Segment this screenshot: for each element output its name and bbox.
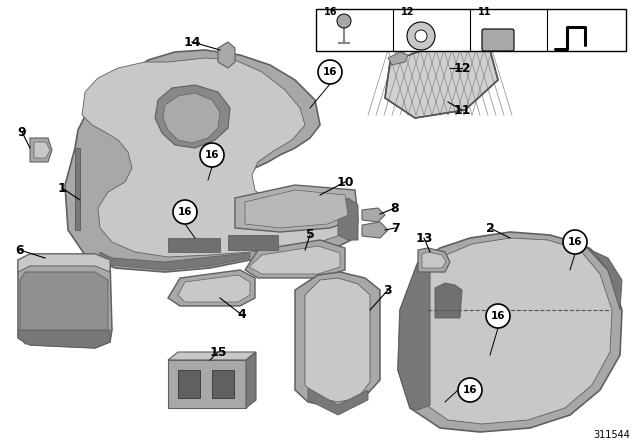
Polygon shape xyxy=(34,142,50,158)
Bar xyxy=(178,370,200,398)
Circle shape xyxy=(458,378,482,402)
Text: 14: 14 xyxy=(183,35,201,48)
Text: 5: 5 xyxy=(306,228,314,241)
Polygon shape xyxy=(30,138,52,162)
Text: 16: 16 xyxy=(323,67,337,77)
Text: 16: 16 xyxy=(324,7,337,17)
Polygon shape xyxy=(308,388,368,415)
Polygon shape xyxy=(305,278,370,402)
Text: 11: 11 xyxy=(453,103,471,116)
Polygon shape xyxy=(580,245,622,310)
Polygon shape xyxy=(20,272,108,344)
Polygon shape xyxy=(18,254,112,348)
Circle shape xyxy=(318,60,342,84)
Polygon shape xyxy=(245,240,345,278)
Polygon shape xyxy=(218,42,235,68)
Polygon shape xyxy=(82,58,345,257)
Bar xyxy=(212,370,234,398)
Circle shape xyxy=(563,230,587,254)
Polygon shape xyxy=(362,222,388,238)
Text: 16: 16 xyxy=(491,311,505,321)
Polygon shape xyxy=(18,254,110,272)
Polygon shape xyxy=(388,52,408,65)
Text: 1: 1 xyxy=(58,181,67,194)
Text: 6: 6 xyxy=(16,244,24,257)
Polygon shape xyxy=(65,50,358,272)
Polygon shape xyxy=(435,283,462,318)
Text: 15: 15 xyxy=(209,345,227,358)
Bar xyxy=(228,235,278,250)
Polygon shape xyxy=(178,275,250,302)
Circle shape xyxy=(200,143,224,167)
Polygon shape xyxy=(235,185,358,232)
Text: 7: 7 xyxy=(390,221,399,234)
Text: 16: 16 xyxy=(463,385,477,395)
Polygon shape xyxy=(398,232,622,432)
Polygon shape xyxy=(18,330,110,348)
Polygon shape xyxy=(295,272,380,408)
Text: 4: 4 xyxy=(237,309,246,322)
Polygon shape xyxy=(100,252,250,270)
Polygon shape xyxy=(155,85,230,148)
Bar xyxy=(316,9,626,51)
Circle shape xyxy=(173,200,197,224)
Polygon shape xyxy=(338,198,358,240)
Text: 16: 16 xyxy=(205,150,220,160)
Polygon shape xyxy=(168,360,246,408)
Polygon shape xyxy=(246,352,256,408)
Polygon shape xyxy=(249,246,340,274)
Text: 12: 12 xyxy=(401,7,415,17)
Text: 311544: 311544 xyxy=(593,430,630,440)
Circle shape xyxy=(337,14,351,28)
Polygon shape xyxy=(418,248,450,272)
Text: 12: 12 xyxy=(453,61,471,74)
Polygon shape xyxy=(398,262,430,410)
Text: 2: 2 xyxy=(486,221,494,234)
Polygon shape xyxy=(410,238,612,424)
FancyBboxPatch shape xyxy=(482,29,514,51)
Polygon shape xyxy=(362,208,385,222)
Text: 8: 8 xyxy=(390,202,399,215)
Circle shape xyxy=(486,304,510,328)
Bar xyxy=(168,238,220,252)
Polygon shape xyxy=(75,148,80,230)
Text: 13: 13 xyxy=(415,232,433,245)
Text: 16: 16 xyxy=(568,237,582,247)
Text: 16: 16 xyxy=(178,207,192,217)
Polygon shape xyxy=(163,93,220,143)
Text: 3: 3 xyxy=(384,284,392,297)
Circle shape xyxy=(415,30,427,42)
Circle shape xyxy=(407,22,435,50)
Polygon shape xyxy=(168,352,256,360)
Polygon shape xyxy=(385,42,498,118)
Text: 11: 11 xyxy=(478,7,492,17)
Polygon shape xyxy=(168,270,255,306)
Text: 9: 9 xyxy=(18,125,26,138)
Polygon shape xyxy=(245,190,348,228)
Polygon shape xyxy=(422,252,446,268)
Text: 10: 10 xyxy=(336,176,354,189)
